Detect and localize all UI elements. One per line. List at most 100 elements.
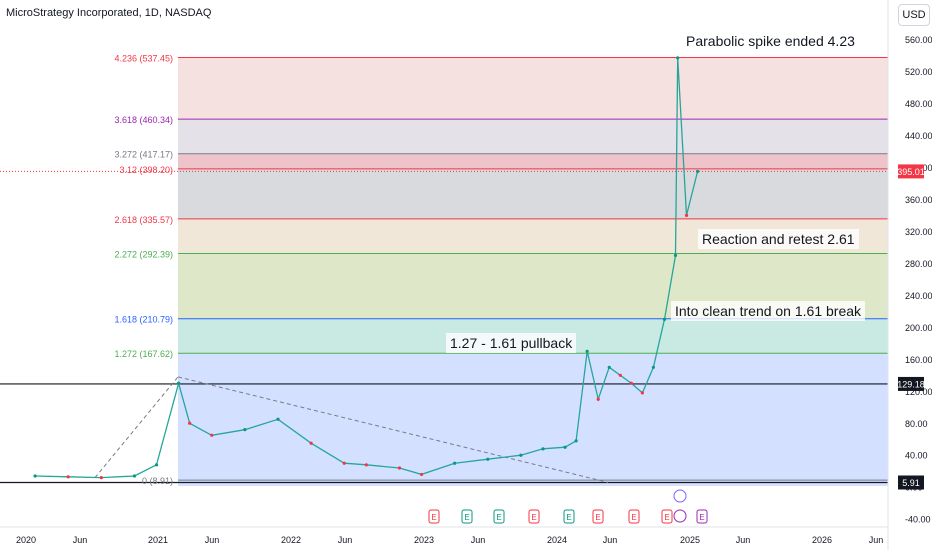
- x-tick-label: 2024: [547, 535, 567, 545]
- trendline: [94, 376, 609, 483]
- earnings-marker: [428, 509, 440, 524]
- price-point: [585, 349, 589, 353]
- earnings-marker-label: E: [431, 513, 436, 522]
- fib-zone: [178, 119, 888, 154]
- level-tag-bg: [898, 376, 924, 391]
- y-tick-label: 280.00: [905, 259, 932, 269]
- earnings-marker: [461, 509, 473, 524]
- price-point: [541, 447, 545, 451]
- price-point: [563, 445, 567, 449]
- fib-label: 2.272 (292.39): [114, 249, 173, 259]
- earnings-marker: [628, 509, 640, 524]
- earnings-marker-label: E: [664, 513, 669, 522]
- fib-label: 3.618 (460.34): [114, 115, 173, 125]
- earnings-marker-label: E: [595, 513, 600, 522]
- y-tick-label: 160.00: [905, 355, 932, 365]
- earnings-marker: [528, 509, 540, 524]
- x-tick-label: Jun: [73, 535, 88, 545]
- price-point: [486, 457, 490, 461]
- annotation-retest: Reaction and retest 2.61: [698, 229, 859, 249]
- y-tick-label: 120.00: [905, 387, 932, 397]
- price-point: [154, 463, 159, 467]
- fib-label: 4.236 (537.45): [114, 54, 173, 64]
- current-price-tag: 395.01: [897, 167, 925, 177]
- x-tick-label: 2026: [812, 535, 832, 545]
- price-point: [607, 365, 611, 369]
- earnings-marker: [696, 509, 708, 524]
- earnings-marker: [592, 509, 604, 524]
- fib-labels: 0 (8.91) 1.272 (167.62) 1.618 (210.79) 2.27…: [114, 54, 173, 487]
- split-icon: [673, 489, 687, 503]
- price-point: [662, 317, 667, 321]
- earnings-marker-label: E: [566, 513, 571, 522]
- price-point: [651, 365, 656, 369]
- price-point: [673, 253, 678, 257]
- y-tick-label: 520.00: [905, 67, 932, 77]
- fib-zone: [178, 153, 888, 169]
- price-point: [640, 391, 644, 395]
- price-point: [132, 474, 137, 478]
- y-tick-label: 200.00: [905, 323, 932, 333]
- price-point: [309, 441, 313, 445]
- currency-button[interactable]: USD: [898, 4, 930, 26]
- fib-label: 0 (8.91): [142, 476, 173, 486]
- price-point: [177, 381, 181, 385]
- level-tag: 129.18: [897, 379, 925, 389]
- fib-label: 1.618 (210.79): [114, 315, 173, 325]
- fib-zones: [178, 57, 888, 486]
- price-point: [66, 475, 70, 479]
- x-tick-label: 2025: [680, 535, 700, 545]
- x-tick-label: Jun: [736, 535, 751, 545]
- fib-zone: [178, 57, 888, 120]
- fib-lines: [178, 57, 888, 481]
- annotation-pullback: 1.27 - 1.61 pullback: [446, 333, 577, 353]
- x-tick-label: Jun: [205, 535, 220, 545]
- y-axis: -40.000.0040.0080.00120.00160.00200.0024…: [887, 0, 932, 550]
- current-price-tag-bg: [898, 164, 924, 179]
- y-tick-label: 480.00: [905, 99, 932, 109]
- price-point: [453, 461, 457, 465]
- earnings-marker-label: E: [699, 513, 704, 522]
- price-point: [618, 373, 622, 377]
- price-point: [33, 474, 37, 478]
- y-tick-label: 440.00: [905, 131, 932, 141]
- price-point: [596, 397, 600, 401]
- horizontal-lines: [0, 170, 888, 484]
- level-tag: 5.91: [902, 478, 920, 488]
- x-tick-label: Jun: [603, 535, 618, 545]
- price-point: [684, 213, 689, 217]
- earnings-marker-label: E: [531, 513, 536, 522]
- trendline-up: [94, 376, 179, 478]
- price-point: [676, 56, 680, 60]
- fib-zone: [178, 353, 888, 486]
- y-tick-label: 360.00: [905, 195, 932, 205]
- price-point: [99, 476, 103, 480]
- x-tick-label: 2022: [281, 535, 301, 545]
- y-tick-label: 560.00: [905, 35, 932, 45]
- price-point: [519, 453, 523, 457]
- price-point: [243, 428, 247, 432]
- earnings-marker: [563, 509, 575, 524]
- fib-label: 3.12 (398.20): [119, 165, 173, 175]
- y-tick-label: 40.00: [905, 451, 928, 461]
- earnings-marker: [661, 509, 673, 524]
- earnings-marker-label: E: [631, 513, 636, 522]
- y-tick-label: 80.00: [905, 419, 928, 429]
- y-tick-label: 320.00: [905, 227, 932, 237]
- price-point: [397, 466, 402, 470]
- price-point: [210, 433, 214, 437]
- price-point: [574, 439, 578, 443]
- x-tick-label: 2021: [148, 535, 168, 545]
- price-series: [33, 56, 700, 480]
- annotation-trend: Into clean trend on 1.61 break: [671, 301, 866, 321]
- fib-label: 3.272 (417.17): [114, 150, 173, 160]
- y-tick-label: -40.00: [905, 515, 931, 525]
- fib-zone: [178, 168, 888, 219]
- fib-label: 2.618 (335.57): [114, 215, 173, 225]
- flash-icon: [673, 509, 687, 523]
- earnings-marker: [493, 509, 505, 524]
- price-point: [695, 169, 700, 174]
- earnings-marker-label: E: [496, 513, 501, 522]
